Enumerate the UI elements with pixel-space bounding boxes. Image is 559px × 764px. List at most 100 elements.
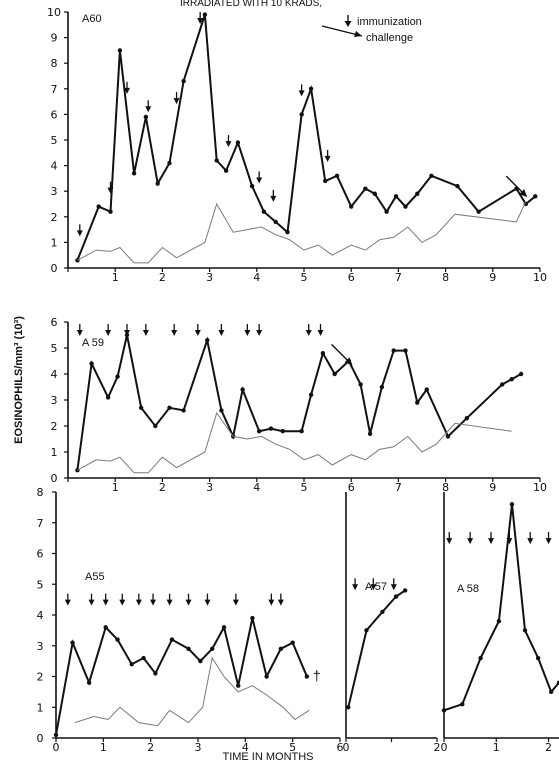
y-tick-label: 5 xyxy=(51,342,58,355)
data-point xyxy=(236,683,241,688)
immunization-arrow-icon xyxy=(197,12,204,24)
x-tick-label: 1 xyxy=(112,481,119,494)
series-line-thin xyxy=(77,411,512,474)
data-point xyxy=(349,204,354,209)
series-line-bold xyxy=(347,589,406,708)
x-tick-label: 5 xyxy=(301,271,308,284)
y-tick-label: 2 xyxy=(37,671,44,684)
immunization-arrow-icon xyxy=(256,171,263,184)
panel-label: A60 xyxy=(82,13,102,25)
immunization-arrow-icon xyxy=(185,593,192,606)
y-tick-label: 4 xyxy=(37,609,44,622)
x-tick-label: 2 xyxy=(159,271,166,284)
data-point xyxy=(89,361,94,366)
data-point xyxy=(186,646,191,652)
data-point xyxy=(108,209,113,214)
legend-immunization-label: immunization xyxy=(357,16,422,28)
data-point xyxy=(131,171,137,176)
data-point xyxy=(363,186,368,191)
data-point xyxy=(198,658,203,664)
y-tick-label: 0 xyxy=(51,262,58,275)
x-tick-label: 6 xyxy=(348,481,355,494)
immunization-arrow-icon xyxy=(488,532,495,545)
immunization-arrow-icon xyxy=(344,15,352,27)
data-point xyxy=(181,408,186,413)
x-tick-label: 1 xyxy=(112,271,119,284)
data-point xyxy=(308,392,314,397)
data-point xyxy=(358,382,363,387)
data-point xyxy=(320,351,326,356)
immunization-arrow-icon xyxy=(305,324,312,336)
x-tick-label: 3 xyxy=(206,271,213,284)
y-axis-label: EOSINOPHILS/mm³ (10³) xyxy=(13,316,25,444)
immunization-arrow-icon xyxy=(107,181,114,194)
immunization-arrow-icon xyxy=(317,324,324,336)
data-point xyxy=(533,194,538,199)
data-point xyxy=(129,662,134,667)
immunization-arrow-icon xyxy=(171,324,178,336)
data-point xyxy=(105,395,111,400)
data-point xyxy=(96,204,101,209)
data-point xyxy=(219,408,224,413)
data-point xyxy=(323,178,328,184)
x-tick-label: 9 xyxy=(489,481,496,494)
x-tick-label: 2 xyxy=(159,481,166,494)
data-point xyxy=(103,625,108,630)
data-point xyxy=(181,78,186,84)
data-point xyxy=(221,625,227,630)
x-tick-label: 10 xyxy=(533,481,547,494)
x-tick-label: 0 xyxy=(53,741,60,754)
data-point xyxy=(299,429,304,434)
x-tick-label: 1 xyxy=(493,741,500,754)
data-point xyxy=(372,191,377,196)
data-point xyxy=(535,655,541,661)
data-point xyxy=(205,338,210,343)
data-point xyxy=(285,229,290,235)
immunization-arrow-icon xyxy=(277,593,284,606)
data-point xyxy=(334,173,340,179)
series-line-bold xyxy=(76,334,522,471)
data-point xyxy=(169,637,175,642)
data-point xyxy=(290,640,295,645)
immunization-arrow-icon xyxy=(218,324,225,336)
data-point xyxy=(278,646,284,652)
data-point xyxy=(138,405,144,410)
x-tick-label: 5 xyxy=(289,741,296,754)
data-point xyxy=(264,674,269,679)
legend-challenge-label: challenge xyxy=(366,32,413,44)
x-tick-label: 3 xyxy=(195,741,202,754)
data-point xyxy=(460,701,465,707)
y-tick-label: 7 xyxy=(37,517,44,530)
immunization-arrow-icon xyxy=(124,81,130,94)
data-point xyxy=(250,615,255,621)
immunization-arrow-icon xyxy=(105,324,112,336)
data-point xyxy=(261,209,267,214)
data-point xyxy=(429,173,434,179)
immunization-arrow-icon xyxy=(124,324,130,336)
x-tick-label: 2 xyxy=(545,741,552,754)
x-axis-label: TIME IN MONTHS xyxy=(222,751,313,763)
immunization-arrow-icon xyxy=(545,532,552,545)
immunization-arrow-icon xyxy=(298,84,305,97)
data-point xyxy=(167,160,172,166)
immunization-arrow-icon xyxy=(194,324,201,336)
header-title-fragment: IRRADIATED WITH 10 KRADS, xyxy=(180,0,322,9)
challenge-arrow-icon xyxy=(321,25,363,37)
data-point xyxy=(141,655,146,661)
immunization-arrow-icon xyxy=(268,593,275,606)
data-point xyxy=(556,680,559,685)
data-point xyxy=(522,628,528,633)
immunization-arrow-icon xyxy=(135,593,142,606)
data-point xyxy=(155,181,160,186)
immunization-arrow-icon xyxy=(270,189,277,202)
x-tick-label: 7 xyxy=(395,481,402,494)
immunization-arrow-icon xyxy=(244,324,251,336)
y-tick-label: 1 xyxy=(51,446,58,459)
data-point xyxy=(403,204,408,209)
y-tick-label: 10 xyxy=(47,6,61,19)
y-tick-label: 3 xyxy=(51,394,58,407)
y-tick-label: 6 xyxy=(51,108,58,121)
data-point xyxy=(167,405,172,410)
immunization-arrow-icon xyxy=(150,593,157,606)
data-point xyxy=(273,219,278,225)
